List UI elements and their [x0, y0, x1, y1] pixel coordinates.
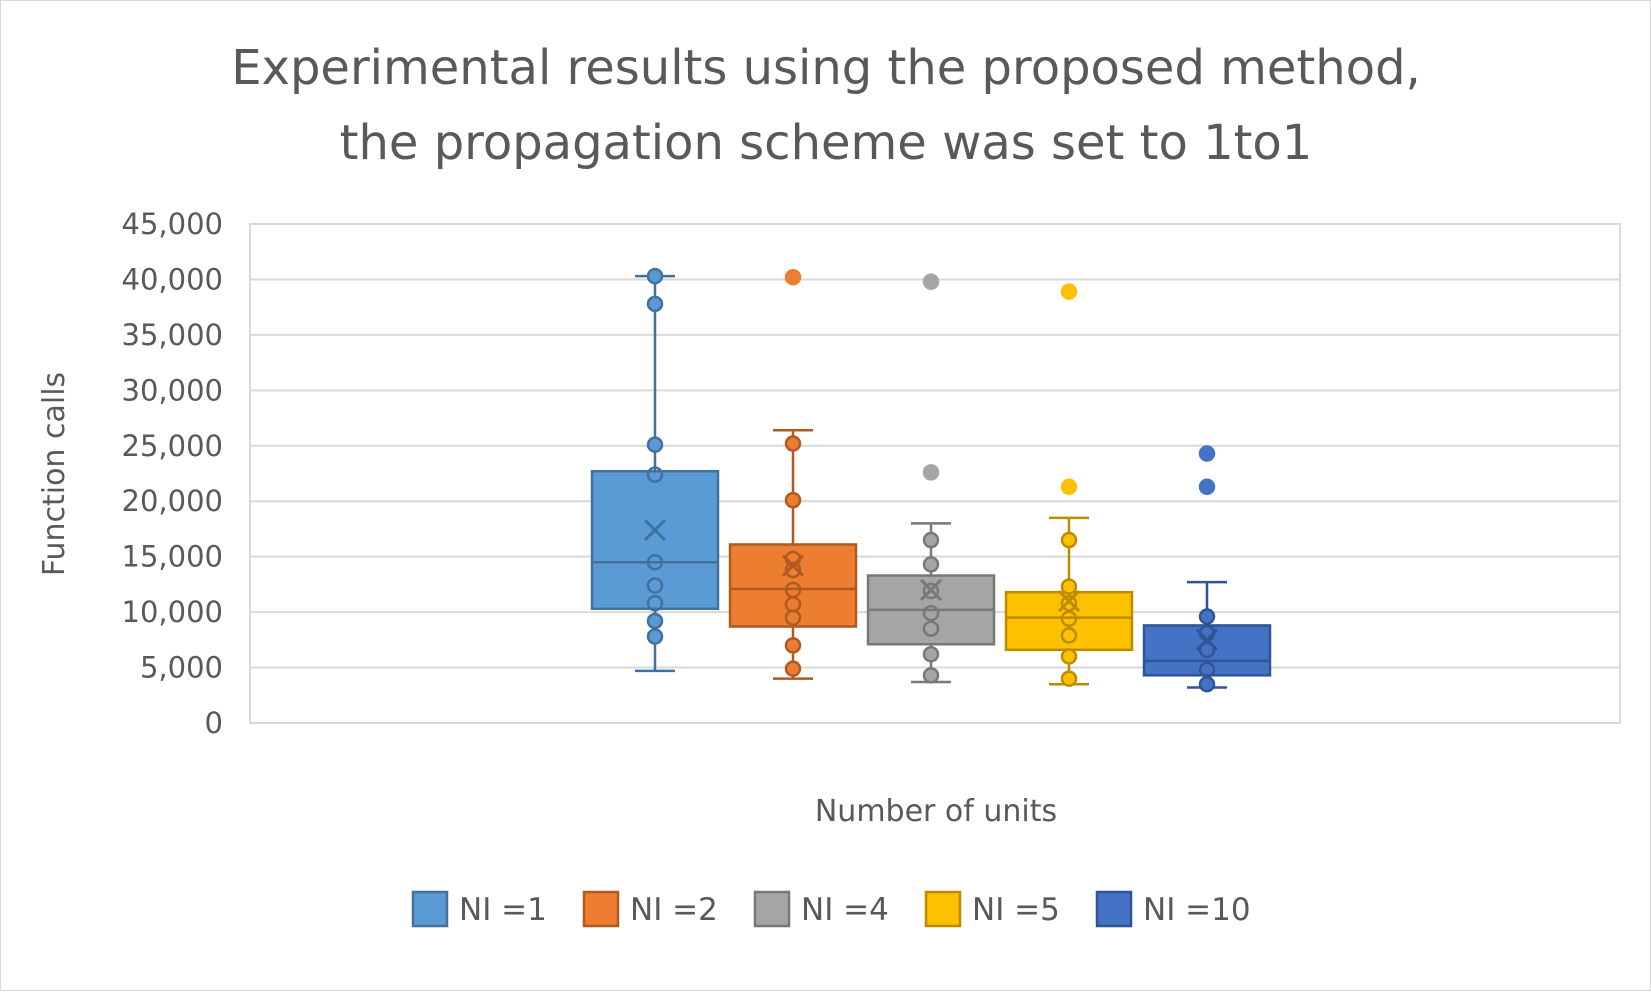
box-plot-series	[728, 268, 858, 680]
legend-item: NI =1	[411, 890, 547, 928]
data-point	[922, 667, 940, 684]
y-tick-label: 10,000	[122, 595, 223, 629]
data-point	[1060, 627, 1078, 644]
data-point	[646, 577, 664, 594]
box-plot-series	[1004, 283, 1134, 687]
box-iqr	[590, 470, 720, 611]
legend-label: NI =5	[972, 892, 1060, 928]
box-iqr	[728, 543, 858, 628]
data-point	[646, 553, 664, 571]
x-axis-title: Number of units	[815, 794, 1057, 829]
data-point	[922, 556, 940, 573]
box-plot-series	[866, 273, 996, 684]
legend-swatch	[1095, 890, 1133, 928]
outlier-point	[922, 273, 940, 290]
legend-item: NI =10	[1095, 890, 1251, 928]
legend-label: NI =10	[1143, 892, 1251, 928]
y-tick-label: 0	[205, 706, 223, 740]
data-point	[1060, 578, 1078, 595]
y-tick-label: 30,000	[122, 373, 223, 407]
y-tick-label: 20,000	[122, 484, 223, 518]
chart-title-line-1: Experimental results using the proposed …	[231, 40, 1421, 96]
mean-marker	[1057, 589, 1081, 613]
box-iqr	[1142, 624, 1272, 677]
legend-swatch	[582, 890, 620, 928]
mean-marker	[919, 578, 943, 601]
outlier-point	[1198, 478, 1216, 496]
mean-marker	[1195, 628, 1219, 651]
legend-swatch	[924, 890, 962, 928]
box-plots	[590, 267, 1272, 693]
legend-swatch	[753, 890, 791, 928]
data-point	[646, 267, 664, 285]
data-point	[784, 561, 802, 579]
data-point	[922, 620, 940, 637]
outlier-point	[922, 464, 940, 481]
data-point	[922, 645, 940, 663]
data-point	[1198, 641, 1216, 659]
y-tick-label: 35,000	[122, 318, 223, 352]
legend-item: NI =2	[582, 890, 718, 928]
y-axis-title: Function calls	[37, 372, 72, 576]
data-point	[646, 436, 664, 453]
data-point	[646, 628, 664, 645]
data-point	[784, 637, 802, 654]
y-tick-label: 45,000	[122, 207, 223, 241]
data-point	[646, 594, 664, 612]
legend-swatch	[411, 890, 449, 928]
data-point	[922, 582, 940, 600]
data-point	[1060, 610, 1078, 628]
data-point	[646, 295, 664, 313]
y-tick-label: 25,000	[122, 429, 223, 463]
data-point	[1060, 531, 1078, 549]
chart-title-line-2: the propagation scheme was set to 1to1	[340, 115, 1313, 171]
legend-label: NI =4	[801, 892, 889, 928]
data-point	[784, 435, 802, 452]
data-point	[784, 491, 802, 509]
data-point	[784, 660, 802, 677]
legend-label: NI =2	[630, 892, 718, 928]
legend-item: NI =5	[924, 890, 1060, 928]
data-point	[1060, 594, 1078, 612]
gridlines	[250, 223, 1620, 669]
outlier-point	[1060, 283, 1078, 300]
data-point	[1198, 608, 1216, 625]
mean-marker	[643, 518, 667, 542]
data-point	[784, 609, 802, 626]
data-point	[646, 612, 664, 630]
y-tick-label: 5,000	[140, 651, 223, 685]
mean-marker	[781, 554, 805, 577]
y-tick-label: 40,000	[122, 262, 223, 296]
legend: NI =1 NI =2 NI =4 NI =5 NI =10	[411, 890, 1251, 928]
data-point	[1060, 648, 1078, 665]
outlier-point	[1198, 445, 1216, 462]
legend-item: NI =4	[753, 890, 889, 928]
legend-label: NI =1	[459, 892, 547, 928]
y-tick-label: 15,000	[122, 540, 223, 574]
data-point	[922, 531, 940, 549]
outlier-point	[784, 268, 802, 286]
box-plot-series	[590, 267, 720, 673]
outlier-point	[1060, 478, 1078, 496]
data-point	[1060, 670, 1078, 687]
y-axis-ticks: 0 5,000 10,000 15,000 20,000 25,000 30,000 35,0…	[122, 207, 223, 740]
data-point	[646, 466, 664, 483]
data-point	[922, 604, 940, 622]
box-plot-series	[1142, 445, 1272, 693]
data-point	[1198, 675, 1216, 693]
